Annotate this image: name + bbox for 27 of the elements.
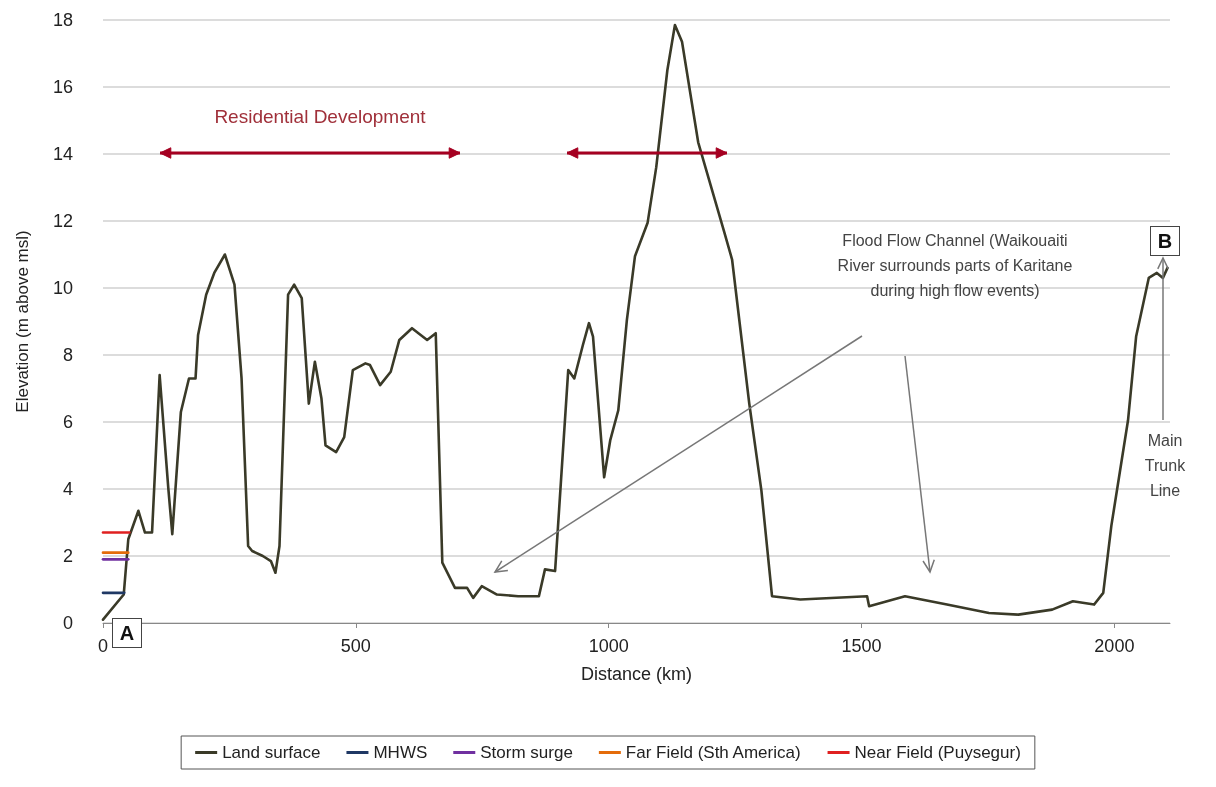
- y-tick-label: 4: [62, 479, 73, 499]
- legend-label: MHWS: [373, 743, 428, 762]
- y-tick-label: 16: [52, 77, 73, 97]
- x-tick-label: 1000: [588, 636, 629, 656]
- legend-label: Near Field (Puysegur): [854, 743, 1021, 762]
- annotation: Flood Flow Channel (Waikouaiti River surrounds parts of Karitane during high flow events): [836, 231, 1074, 301]
- legend-label: Land surface: [222, 743, 321, 762]
- y-tick-label: 14: [52, 144, 73, 164]
- y-tick-label: 2: [62, 546, 73, 566]
- x-tick-label: 2000: [1094, 636, 1135, 656]
- annotation: Main Trunk Line: [1143, 431, 1187, 501]
- x-axis-title: Distance (km): [580, 664, 693, 684]
- annotation: A: [112, 618, 142, 648]
- x-tick-label: 500: [340, 636, 371, 656]
- legend-label: Storm surge: [480, 743, 573, 762]
- y-tick-label: 12: [52, 211, 73, 231]
- y-tick-label: 6: [62, 412, 73, 432]
- y-tick-label: 18: [52, 10, 73, 30]
- y-tick-label: 10: [52, 278, 73, 298]
- y-tick-label: 0: [62, 613, 73, 633]
- y-tick-label: 8: [62, 345, 73, 365]
- x-tick-label: 1500: [841, 636, 882, 656]
- legend-label: Far Field (Sth America): [625, 743, 801, 762]
- x-tick-label: 0: [97, 636, 109, 656]
- annotation: B: [1150, 226, 1180, 256]
- annotation: Residential Development: [213, 105, 427, 129]
- y-axis-title: Elevation (m above msl): [13, 230, 32, 413]
